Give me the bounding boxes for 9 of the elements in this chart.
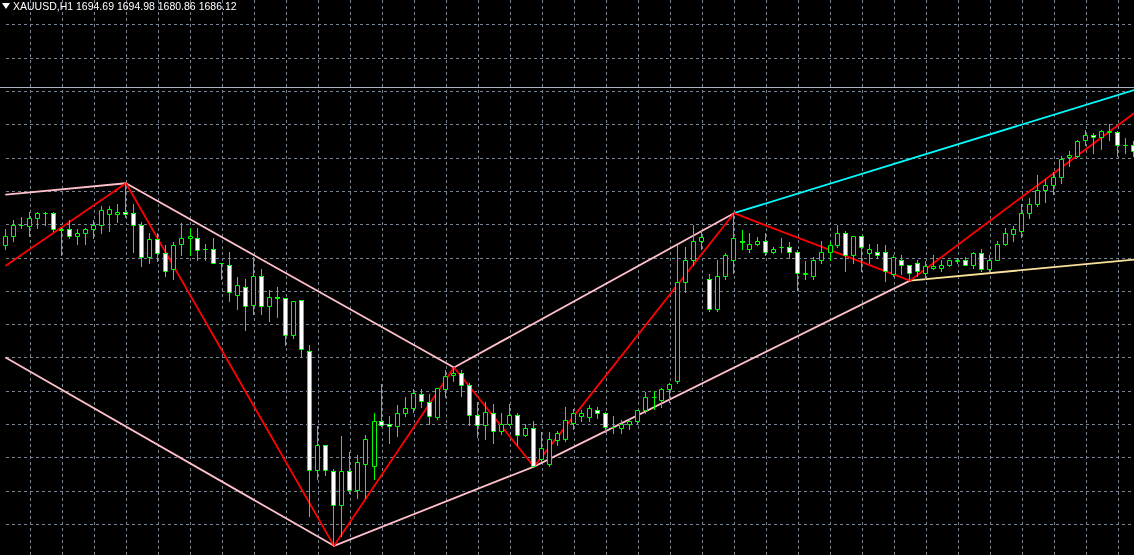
chart-title: XAUUSD,H1 1694.69 1694.98 1680.86 1686.12: [13, 0, 237, 12]
candlestick: [43, 211, 48, 227]
candlestick: [779, 237, 784, 254]
candlestick: [219, 262, 224, 281]
candlestick: [19, 216, 24, 230]
candlestick: [652, 390, 657, 411]
candlestick: [611, 415, 616, 435]
candlestick: [1123, 137, 1128, 155]
candlestick: [203, 243, 208, 262]
